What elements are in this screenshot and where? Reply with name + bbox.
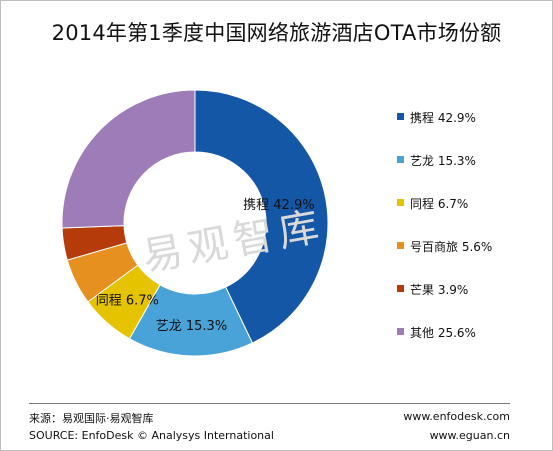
legend-label: 号百商旅 5.6% (410, 240, 493, 254)
legend-label: 艺龙 15.3% (410, 154, 476, 168)
legend-label: 同程 6.7% (410, 197, 469, 211)
footer: 来源：易观国际·易观智库 SOURCE: EnfoDesk © Analysys… (29, 403, 510, 442)
slice-data-label: 携程 42.9% (243, 197, 314, 213)
donut-slice (194, 89, 329, 344)
website-link-eguan[interactable]: www.eguan.cn (429, 429, 510, 442)
website-link-enfodesk[interactable]: www.enfodesk.com (403, 410, 510, 423)
slice-data-label: 同程 6.7% (96, 293, 159, 308)
donut-chart: 携程 42.9% 艺龙 15.3% 同程 6.7% (61, 89, 329, 357)
legend-label: 携程 42.9% (410, 111, 476, 125)
legend-swatch (397, 242, 404, 249)
legend-label: 其他 25.6% (410, 326, 476, 340)
source-cn: 来源：易观国际·易观智库 (29, 412, 154, 425)
chart-title: 2014年第1季度中国网络旅游酒店OTA市场份额 (51, 21, 502, 45)
slice-data-label: 艺龙 15.3% (156, 319, 227, 334)
legend-label: 芒果 3.9% (410, 283, 469, 297)
legend-swatch (397, 199, 404, 206)
legend-swatch (397, 113, 404, 120)
donut-slice (61, 89, 196, 229)
legend-swatch (397, 328, 404, 335)
source-en: SOURCE: EnfoDesk © Analysys Internationa… (29, 429, 274, 442)
legend-swatch (397, 156, 404, 163)
legend-swatch (397, 285, 404, 292)
